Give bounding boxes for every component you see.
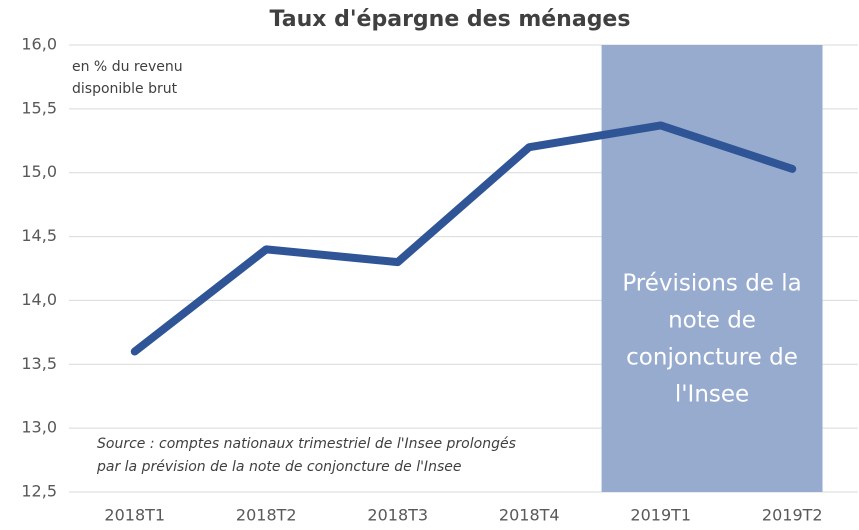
y-tick-label: 13,0 <box>21 418 57 437</box>
forecast-label: conjoncture de <box>626 345 798 371</box>
y-tick-label: 12,5 <box>21 482 57 501</box>
line-series <box>130 121 797 356</box>
forecast-label: Prévisions de la <box>622 271 801 297</box>
source-note: Source : comptes nationaux trimestriel d… <box>97 436 516 452</box>
x-tick-label: 2018T4 <box>499 506 560 525</box>
y-tick-label: 13,5 <box>21 354 57 373</box>
forecast-label: l'Insee <box>675 382 749 408</box>
source-note: par la prévision de la note de conjonctu… <box>96 459 461 475</box>
x-tick-label: 2018T3 <box>367 506 428 525</box>
x-tick-label: 2019T2 <box>762 506 823 525</box>
forecast-label: note de <box>668 308 756 334</box>
x-tick-label: 2019T1 <box>630 506 691 525</box>
y-tick-label: 14,5 <box>21 226 57 245</box>
y-tick-label: 15,5 <box>21 98 57 117</box>
x-tick-label: 2018T1 <box>104 506 165 525</box>
chart-title: Taux d'épargne des ménages <box>270 7 631 32</box>
y-tick-label: 16,0 <box>21 35 57 54</box>
subtitle: disponible brut <box>72 81 178 97</box>
forecast-band <box>601 45 823 492</box>
y-tick-label: 15,0 <box>21 162 57 181</box>
y-tick-label: 14,0 <box>21 290 57 309</box>
subtitle: en % du revenu <box>72 59 183 75</box>
x-tick-label: 2018T2 <box>236 506 297 525</box>
